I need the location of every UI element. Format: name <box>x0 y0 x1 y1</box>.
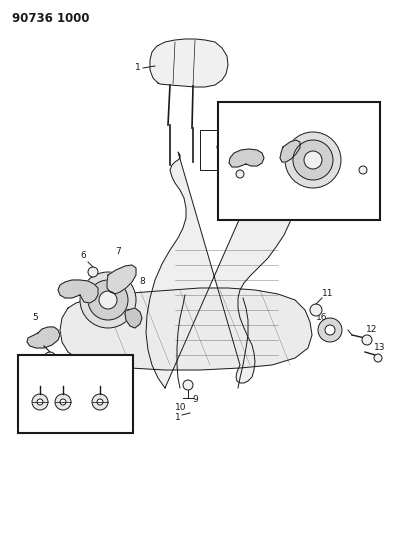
Circle shape <box>310 304 322 316</box>
Text: 12: 12 <box>55 362 67 372</box>
Bar <box>200 130 285 170</box>
Circle shape <box>245 142 255 152</box>
Text: 6: 6 <box>39 364 45 373</box>
Polygon shape <box>60 288 312 370</box>
Text: 6: 6 <box>227 175 233 184</box>
Circle shape <box>217 142 227 152</box>
Circle shape <box>304 151 322 169</box>
Text: 6: 6 <box>365 159 371 168</box>
Polygon shape <box>150 39 228 87</box>
Circle shape <box>88 280 128 320</box>
Text: 3: 3 <box>219 154 225 163</box>
Circle shape <box>92 394 108 410</box>
Text: 1: 1 <box>175 413 181 422</box>
Text: 7: 7 <box>115 247 121 256</box>
Circle shape <box>88 267 98 277</box>
Text: 12: 12 <box>366 326 378 335</box>
Text: 1: 1 <box>135 63 141 72</box>
Text: 16: 16 <box>316 313 328 322</box>
Polygon shape <box>125 308 142 328</box>
Polygon shape <box>146 145 296 388</box>
Text: 4: 4 <box>290 150 296 159</box>
Circle shape <box>80 272 136 328</box>
Text: 90736 1000: 90736 1000 <box>12 12 89 25</box>
Circle shape <box>293 140 333 180</box>
Bar <box>18 355 133 433</box>
Circle shape <box>325 325 335 335</box>
Circle shape <box>374 354 382 362</box>
Polygon shape <box>107 265 136 294</box>
Polygon shape <box>58 280 98 303</box>
Circle shape <box>285 132 341 188</box>
Circle shape <box>183 380 193 390</box>
Circle shape <box>44 352 56 364</box>
Text: 6: 6 <box>80 252 86 261</box>
Bar <box>218 102 380 220</box>
Circle shape <box>99 291 117 309</box>
Text: 5: 5 <box>32 313 38 322</box>
Polygon shape <box>229 149 264 167</box>
Text: 9: 9 <box>192 395 198 405</box>
Text: 3: 3 <box>247 154 253 163</box>
Circle shape <box>37 399 43 405</box>
Circle shape <box>332 144 344 156</box>
Circle shape <box>359 166 367 174</box>
Text: 5: 5 <box>233 188 239 197</box>
Text: 13: 13 <box>374 343 386 352</box>
Circle shape <box>236 170 244 178</box>
Text: 8: 8 <box>139 278 145 287</box>
Polygon shape <box>280 140 300 162</box>
Circle shape <box>362 335 372 345</box>
Text: 7: 7 <box>333 175 339 184</box>
Text: 2: 2 <box>242 119 248 128</box>
Circle shape <box>318 318 342 342</box>
Circle shape <box>365 130 375 140</box>
Circle shape <box>32 394 48 410</box>
Text: 11: 11 <box>94 362 106 372</box>
Text: 14: 14 <box>319 135 331 144</box>
Circle shape <box>55 394 71 410</box>
Text: 15: 15 <box>351 116 363 125</box>
Circle shape <box>97 399 103 405</box>
Text: 8: 8 <box>280 188 286 197</box>
Text: 13: 13 <box>32 362 44 372</box>
Circle shape <box>60 399 66 405</box>
Text: 11: 11 <box>322 288 334 297</box>
Text: 10: 10 <box>175 403 187 413</box>
Polygon shape <box>27 327 60 348</box>
